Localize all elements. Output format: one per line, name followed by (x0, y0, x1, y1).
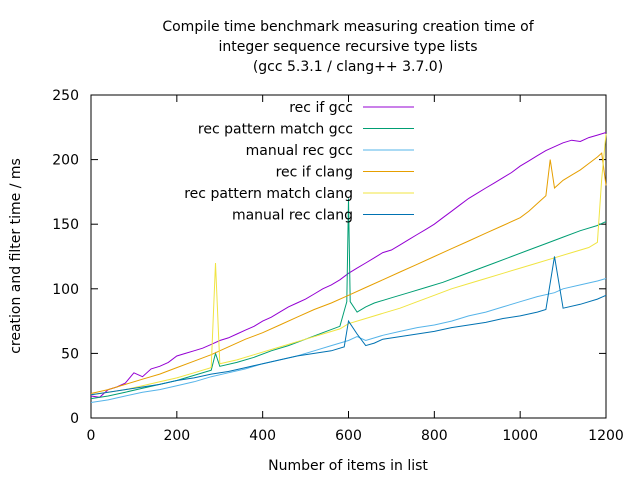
chart-title-line-1: Compile time benchmark measuring creatio… (162, 19, 534, 35)
y-tick-label: 0 (70, 411, 79, 427)
x-tick-label: 800 (421, 428, 448, 444)
legend-label: manual rec clang (232, 208, 353, 224)
x-tick-label: 0 (87, 428, 96, 444)
series-line (90, 198, 607, 400)
chart-title-line-3: (gcc 5.3.1 / clang++ 3.7.0) (253, 59, 443, 75)
y-tick-label: 200 (52, 153, 79, 169)
x-tick-label: 1200 (588, 428, 624, 444)
series-line (90, 132, 607, 398)
chart-title: Compile time benchmark measuring creatio… (162, 19, 534, 75)
series-line (90, 256, 607, 396)
legend-label: rec pattern match clang (184, 186, 353, 202)
series-line (90, 152, 607, 394)
y-tick-label: 250 (52, 88, 79, 104)
legend-label: rec if gcc (289, 100, 353, 116)
legend-label: rec if clang (276, 165, 353, 181)
chart-title-line-2: integer sequence recursive type lists (219, 39, 478, 55)
legend: rec if gcc rec pattern match gcc manual re… (184, 100, 414, 224)
axis-ticks: 0 200 400 600 800 1000 1200 0 50 100 150 200 250 (52, 88, 624, 444)
x-tick-label: 400 (249, 428, 276, 444)
x-tick-label: 200 (163, 428, 190, 444)
y-axis-label: creation and filter time / ms (8, 158, 24, 354)
series-lines (90, 132, 607, 403)
x-tick-label: 600 (335, 428, 362, 444)
x-tick-label: 1000 (502, 428, 538, 444)
x-axis-label: Number of items in list (268, 458, 428, 474)
y-tick-label: 100 (52, 282, 79, 298)
legend-label: manual rec gcc (246, 143, 353, 159)
legend-label: rec pattern match gcc (198, 122, 353, 138)
y-tick-label: 150 (52, 217, 79, 233)
series-line (90, 278, 607, 403)
y-tick-label: 50 (61, 346, 79, 362)
